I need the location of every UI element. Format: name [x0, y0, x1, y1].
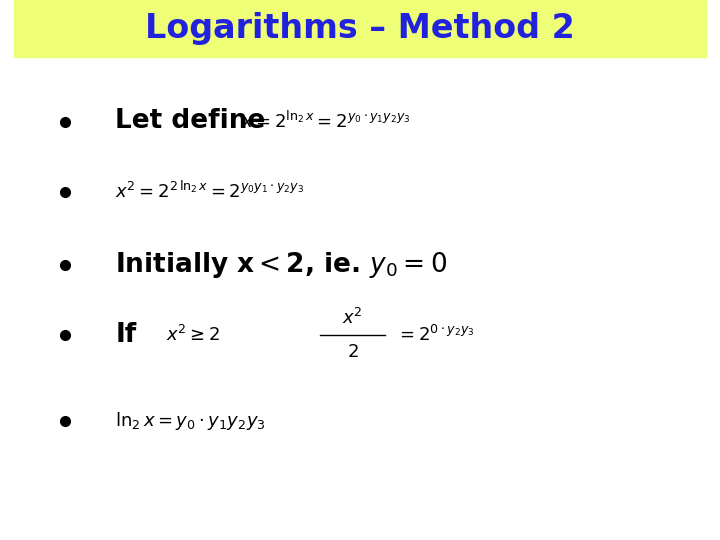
Text: $2$: $2$ [347, 343, 359, 361]
Text: If: If [115, 322, 137, 348]
Text: Initially x$<$2, ie. $y_0$$=$$0$: Initially x$<$2, ie. $y_0$$=$$0$ [115, 249, 447, 280]
Text: $= 2^{0 \cdot y_2 y_3}$: $= 2^{0 \cdot y_2 y_3}$ [396, 325, 474, 345]
Text: $\mathrm{ln}_2\, x = y_0 \cdot y_1 y_2 y_3$: $\mathrm{ln}_2\, x = y_0 \cdot y_1 y_2 y… [115, 410, 266, 432]
Text: $x^2 = 2^{2\,\mathrm{ln}_2\, x} = 2^{y_0 y_1 \cdot y_2 y_3}$: $x^2 = 2^{2\,\mathrm{ln}_2\, x} = 2^{y_0… [115, 181, 305, 202]
Text: $x = 2^{\mathrm{ln}_2\, x} = 2^{y_0 \cdot y_1 y_2 y_3}$: $x = 2^{\mathrm{ln}_2\, x} = 2^{y_0 \cdo… [241, 111, 411, 132]
FancyBboxPatch shape [14, 0, 706, 57]
Text: $x^2$: $x^2$ [343, 307, 363, 328]
Text: Logarithms – Method 2: Logarithms – Method 2 [145, 12, 575, 45]
Text: Let define: Let define [115, 109, 266, 134]
Text: $x^2 \geq 2$: $x^2 \geq 2$ [166, 325, 220, 345]
